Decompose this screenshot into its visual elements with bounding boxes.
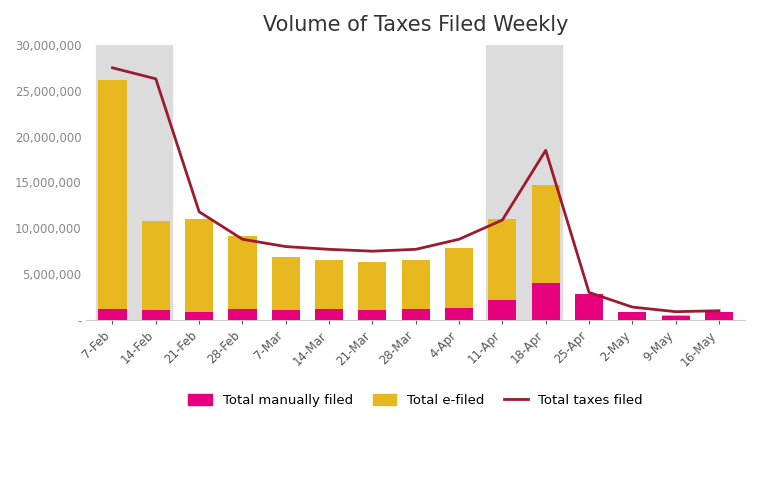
Bar [705, 312, 733, 320]
Total taxes filed [584, 289, 594, 295]
Bar [98, 80, 127, 320]
Bar [402, 260, 430, 320]
Total taxes filed [411, 246, 420, 252]
Bar [228, 309, 257, 320]
Bar [532, 185, 560, 320]
Bar [445, 248, 473, 320]
Total taxes filed [151, 76, 160, 81]
Total taxes filed [281, 244, 290, 249]
Bar [489, 219, 517, 320]
Title: Volume of Taxes Filed Weekly: Volume of Taxes Filed Weekly [263, 15, 568, 35]
Bar [445, 308, 473, 320]
Total taxes filed [714, 308, 724, 314]
Bar [185, 312, 214, 320]
Bar [271, 310, 300, 320]
Total taxes filed [325, 246, 334, 252]
Bar [358, 310, 387, 320]
Bar [619, 313, 647, 320]
Total taxes filed [498, 217, 507, 223]
Bar [271, 257, 300, 320]
Bar [489, 300, 517, 320]
Total taxes filed [108, 65, 117, 71]
Total taxes filed [628, 304, 637, 310]
Bar [98, 309, 127, 320]
Bar [705, 315, 733, 320]
Total taxes filed [454, 236, 464, 242]
Bar [228, 236, 257, 320]
Bar [575, 294, 603, 320]
Bar [315, 309, 344, 320]
Total taxes filed [195, 209, 204, 215]
Bar [532, 283, 560, 320]
Bar [141, 221, 170, 320]
Bar [97, 45, 172, 320]
Bar [141, 310, 170, 320]
Total taxes filed [541, 147, 550, 153]
Total taxes filed [238, 236, 247, 242]
Bar [662, 316, 690, 320]
Bar [486, 45, 562, 320]
Bar [358, 262, 387, 320]
Bar [619, 312, 647, 320]
Line: Total taxes filed: Total taxes filed [112, 68, 719, 312]
Bar [402, 309, 430, 320]
Bar [662, 315, 690, 320]
Bar [185, 219, 214, 320]
Total taxes filed [671, 309, 680, 315]
Bar [575, 313, 603, 320]
Total taxes filed [368, 248, 377, 254]
Legend: Total manually filed, Total e-filed, Total taxes filed: Total manually filed, Total e-filed, Tot… [183, 388, 648, 412]
Bar [315, 260, 344, 320]
